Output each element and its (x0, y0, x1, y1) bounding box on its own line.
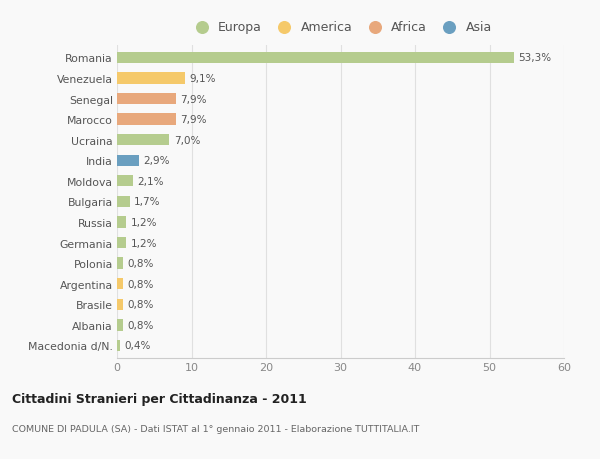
Bar (117, 53, 514, 64)
Text: 0,8%: 0,8% (127, 258, 154, 269)
Bar (117, 114, 176, 125)
Bar (117, 217, 126, 228)
Bar (117, 237, 126, 249)
Text: COMUNE DI PADULA (SA) - Dati ISTAT al 1° gennaio 2011 - Elaborazione TUTTITALIA.: COMUNE DI PADULA (SA) - Dati ISTAT al 1°… (12, 425, 419, 434)
Bar (117, 73, 185, 84)
Bar (117, 258, 123, 269)
Text: 9,1%: 9,1% (189, 74, 216, 84)
Text: 2,1%: 2,1% (137, 176, 164, 186)
Text: 7,9%: 7,9% (181, 115, 207, 125)
Text: 1,7%: 1,7% (134, 197, 161, 207)
Bar (117, 299, 123, 310)
Bar (117, 176, 133, 187)
Bar (117, 155, 139, 167)
Text: 7,9%: 7,9% (181, 94, 207, 104)
Text: 0,8%: 0,8% (127, 300, 154, 310)
Bar (117, 279, 123, 290)
Text: 1,2%: 1,2% (130, 238, 157, 248)
Bar (117, 319, 123, 331)
Text: Cittadini Stranieri per Cittadinanza - 2011: Cittadini Stranieri per Cittadinanza - 2… (12, 392, 307, 405)
Bar (117, 134, 169, 146)
Legend: Europa, America, Africa, Asia: Europa, America, Africa, Asia (184, 16, 497, 39)
Bar (117, 94, 176, 105)
Bar (117, 196, 130, 207)
Text: 0,8%: 0,8% (127, 320, 154, 330)
Text: 1,2%: 1,2% (130, 218, 157, 228)
Text: 0,4%: 0,4% (124, 341, 151, 351)
Text: 53,3%: 53,3% (518, 53, 551, 63)
Text: 7,0%: 7,0% (173, 135, 200, 146)
Text: 0,8%: 0,8% (127, 279, 154, 289)
Text: 2,9%: 2,9% (143, 156, 170, 166)
Bar (117, 340, 120, 351)
